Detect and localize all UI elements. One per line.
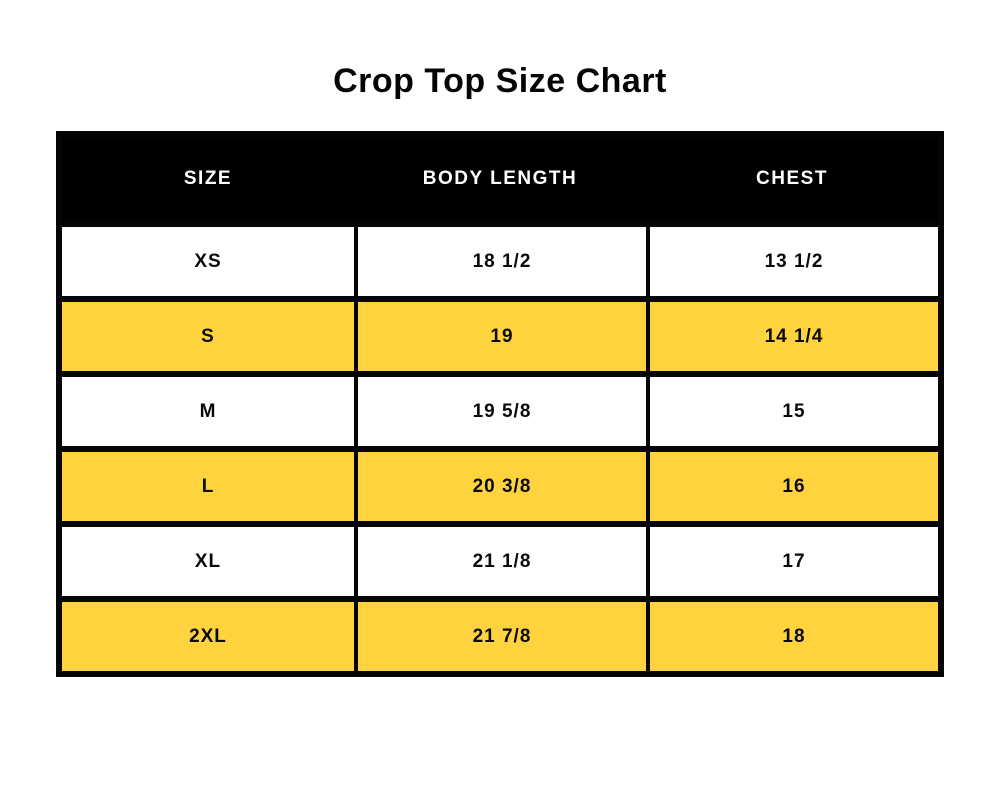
column-header-chest: CHEST xyxy=(756,168,828,189)
cell-size: 2XL xyxy=(189,625,227,647)
table-row-2xl: 2XL 21 7/8 18 xyxy=(62,596,938,671)
cell-size: S xyxy=(201,325,215,347)
cell-chest: 16 xyxy=(646,452,938,521)
cell-body-length: 20 3/8 xyxy=(354,452,646,521)
column-header-size: SIZE xyxy=(183,168,233,189)
cell-chest: 13 1/2 xyxy=(646,227,938,296)
table-header-row: SIZE BODY LENGTH CHEST xyxy=(62,137,938,221)
cell-body-length: 19 xyxy=(354,302,646,371)
table-row-m: M 19 5/8 15 xyxy=(62,371,938,446)
cell-chest: 17 xyxy=(646,527,938,596)
cell-body-length: 21 7/8 xyxy=(354,602,646,671)
table-row-xl: XL 21 1/8 17 xyxy=(62,521,938,596)
cell-body-length: 18 1/2 xyxy=(354,227,646,296)
cell-size: XS xyxy=(194,250,222,272)
cell-size: M xyxy=(199,400,217,422)
cell-size: XL xyxy=(194,550,222,572)
size-chart-table: SIZE BODY LENGTH CHEST XS 18 1/2 13 1/2 … xyxy=(56,131,944,677)
table-row-s: S 19 14 1/4 xyxy=(62,296,938,371)
cell-chest: 14 1/4 xyxy=(646,302,938,371)
cell-body-length: 21 1/8 xyxy=(354,527,646,596)
table-row-l: L 20 3/8 16 xyxy=(62,446,938,521)
cell-chest: 15 xyxy=(646,377,938,446)
cell-chest: 18 xyxy=(646,602,938,671)
page-title: Crop Top Size Chart xyxy=(333,62,667,100)
column-header-body-length: BODY LENGTH xyxy=(422,168,578,189)
cell-body-length: 19 5/8 xyxy=(354,377,646,446)
table-row-xs: XS 18 1/2 13 1/2 xyxy=(62,221,938,296)
cell-size: L xyxy=(201,475,215,497)
